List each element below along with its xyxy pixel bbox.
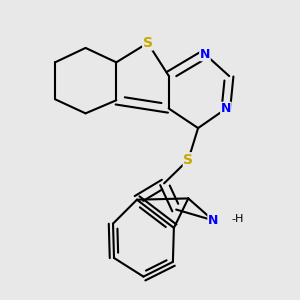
Text: S: S [143,36,153,50]
Text: N: N [221,102,231,115]
Text: N: N [208,214,218,227]
Text: N: N [200,48,210,61]
Text: -H: -H [231,214,244,224]
Text: S: S [183,153,193,167]
